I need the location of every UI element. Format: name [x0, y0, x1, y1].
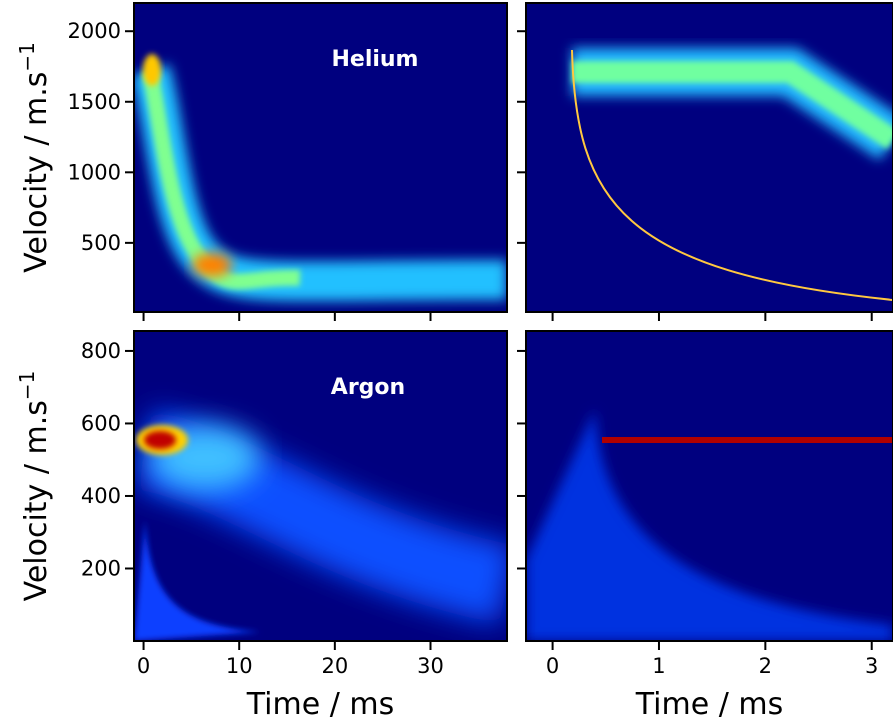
x-tick-label: 1 — [652, 654, 665, 678]
y-axis-label-text: Velocity / m.s — [19, 72, 54, 273]
y-axis-label-superscript: −1 — [15, 42, 39, 71]
x-tick-label: 2 — [759, 654, 772, 678]
y-tick-label: 1000 — [68, 160, 121, 184]
axes-frame — [525, 2, 893, 313]
y-tick-label: 400 — [81, 484, 121, 508]
y-axis-label: Velocity / m.s−1 — [15, 42, 54, 273]
heatmap — [134, 331, 507, 641]
heatmap — [134, 3, 507, 312]
y-tick-label: 600 — [81, 411, 121, 435]
x-tick-label: 0 — [546, 654, 559, 678]
x-axis-label: Time / ms — [635, 687, 783, 720]
x-tick-label: 20 — [321, 654, 348, 678]
axes-frame — [525, 330, 893, 642]
y-tick-label: 500 — [81, 231, 121, 255]
x-tick-label: 3 — [865, 654, 878, 678]
y-axis-label-text: Velocity / m.s — [19, 400, 54, 601]
annotation: Argon — [331, 375, 405, 400]
heatmap — [526, 3, 893, 312]
y-tick-label: 2000 — [68, 19, 121, 43]
axes-frame — [133, 330, 508, 642]
y-tick-label: 200 — [81, 556, 121, 580]
x-tick-label: 30 — [417, 654, 444, 678]
y-tick-label: 1500 — [68, 90, 121, 114]
heatmap-panels — [134, 3, 893, 641]
heatmap — [526, 331, 893, 641]
x-tick-label: 0 — [137, 654, 150, 678]
y-axis-label-superscript: −1 — [15, 371, 39, 400]
x-tick-label: 10 — [226, 654, 253, 678]
x-axis-label: Time / ms — [246, 687, 394, 720]
y-axis-label: Velocity / m.s−1 — [15, 371, 54, 602]
axes-frame — [133, 2, 508, 313]
annotation: Helium — [331, 47, 418, 72]
y-tick-label: 800 — [81, 339, 121, 363]
